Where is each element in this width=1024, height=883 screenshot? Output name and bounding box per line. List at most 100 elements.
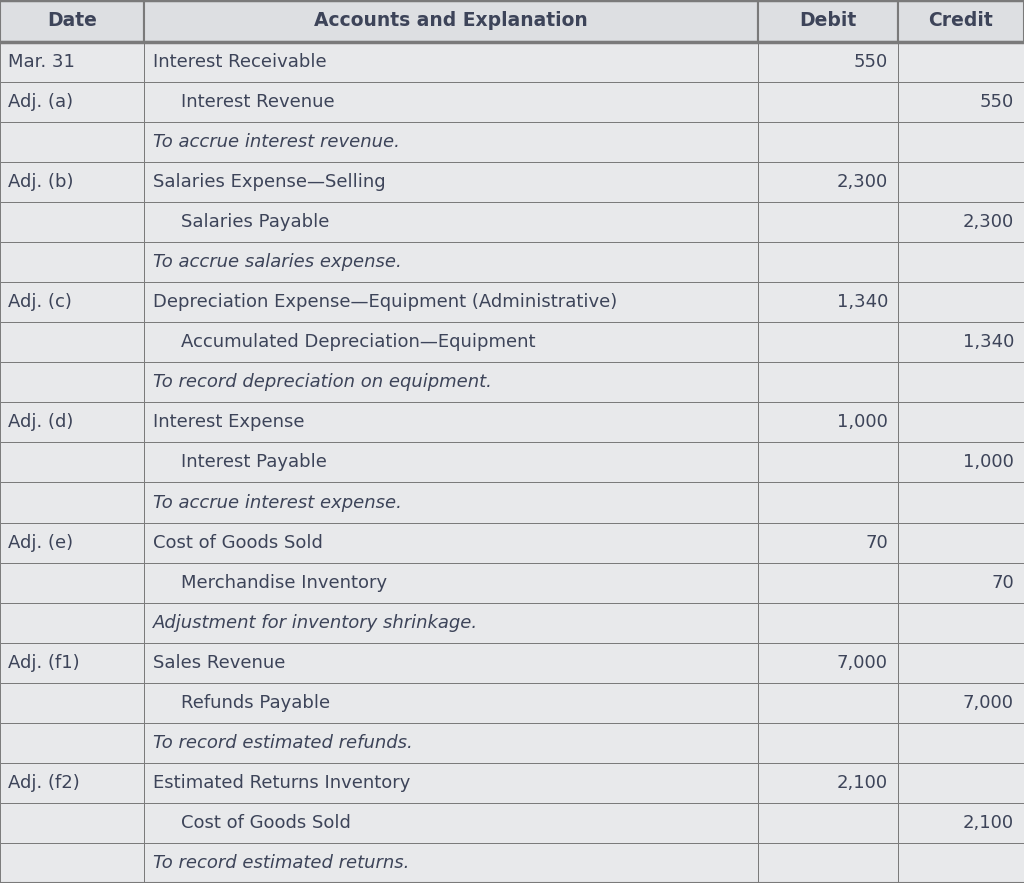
Text: Adj. (c): Adj. (c): [8, 293, 72, 312]
Bar: [0, 322, 144, 362]
Text: To accrue interest expense.: To accrue interest expense.: [154, 494, 402, 511]
Bar: [0, 82, 144, 122]
Bar: [898, 683, 1024, 723]
Text: Interest Revenue: Interest Revenue: [181, 93, 335, 111]
Bar: [0, 162, 144, 202]
Text: 1,000: 1,000: [964, 454, 1014, 472]
Bar: [758, 162, 898, 202]
Text: Salaries Expense—Selling: Salaries Expense—Selling: [154, 173, 386, 191]
Text: Adjustment for inventory shrinkage.: Adjustment for inventory shrinkage.: [154, 614, 478, 631]
Bar: [0, 122, 144, 162]
Text: Adj. (e): Adj. (e): [8, 533, 73, 552]
Bar: [0, 643, 144, 683]
Bar: [144, 683, 758, 723]
Bar: [758, 362, 898, 403]
Text: Cost of Goods Sold: Cost of Goods Sold: [154, 533, 323, 552]
Bar: [0, 362, 144, 403]
Bar: [758, 403, 898, 442]
Text: Mar. 31: Mar. 31: [8, 53, 75, 71]
Text: 1,340: 1,340: [963, 333, 1014, 351]
Text: To record estimated returns.: To record estimated returns.: [154, 854, 410, 872]
Bar: [758, 683, 898, 723]
Bar: [898, 442, 1024, 482]
Bar: [758, 562, 898, 602]
Bar: [144, 643, 758, 683]
Text: 550: 550: [980, 93, 1014, 111]
Bar: [144, 122, 758, 162]
Bar: [758, 0, 898, 42]
Text: Credit: Credit: [929, 11, 993, 31]
Text: 2,300: 2,300: [837, 173, 888, 191]
Text: Adj. (b): Adj. (b): [8, 173, 74, 191]
Bar: [898, 843, 1024, 883]
Text: 2,100: 2,100: [837, 774, 888, 792]
Bar: [0, 562, 144, 602]
Text: 1,340: 1,340: [837, 293, 888, 312]
Bar: [898, 763, 1024, 803]
Text: Interest Receivable: Interest Receivable: [154, 53, 327, 71]
Bar: [0, 242, 144, 283]
Text: Interest Expense: Interest Expense: [154, 413, 304, 432]
Bar: [758, 482, 898, 523]
Bar: [758, 42, 898, 82]
Text: Interest Payable: Interest Payable: [181, 454, 327, 472]
Bar: [758, 202, 898, 242]
Text: Salaries Payable: Salaries Payable: [181, 213, 329, 231]
Text: 70: 70: [991, 574, 1014, 592]
Bar: [898, 242, 1024, 283]
Bar: [758, 602, 898, 643]
Text: Sales Revenue: Sales Revenue: [154, 653, 286, 672]
Bar: [0, 763, 144, 803]
Bar: [144, 562, 758, 602]
Bar: [898, 322, 1024, 362]
Bar: [758, 82, 898, 122]
Text: 2,100: 2,100: [963, 814, 1014, 832]
Bar: [898, 803, 1024, 843]
Text: To record depreciation on equipment.: To record depreciation on equipment.: [154, 374, 492, 391]
Bar: [898, 162, 1024, 202]
Text: To accrue interest revenue.: To accrue interest revenue.: [154, 133, 400, 151]
Bar: [144, 202, 758, 242]
Bar: [758, 122, 898, 162]
Bar: [0, 803, 144, 843]
Bar: [898, 0, 1024, 42]
Bar: [0, 843, 144, 883]
Bar: [0, 683, 144, 723]
Text: Date: Date: [47, 11, 97, 31]
Bar: [898, 482, 1024, 523]
Bar: [144, 482, 758, 523]
Text: Adj. (a): Adj. (a): [8, 93, 73, 111]
Bar: [898, 602, 1024, 643]
Bar: [0, 202, 144, 242]
Bar: [144, 362, 758, 403]
Text: Accounts and Explanation: Accounts and Explanation: [314, 11, 588, 31]
Text: 7,000: 7,000: [837, 653, 888, 672]
Bar: [144, 242, 758, 283]
Bar: [898, 643, 1024, 683]
Text: Estimated Returns Inventory: Estimated Returns Inventory: [154, 774, 411, 792]
Text: 2,300: 2,300: [963, 213, 1014, 231]
Bar: [144, 803, 758, 843]
Bar: [758, 322, 898, 362]
Bar: [144, 763, 758, 803]
Text: To accrue salaries expense.: To accrue salaries expense.: [154, 253, 401, 271]
Bar: [144, 0, 758, 42]
Bar: [0, 283, 144, 322]
Text: To record estimated refunds.: To record estimated refunds.: [154, 734, 413, 751]
Bar: [144, 283, 758, 322]
Text: Cost of Goods Sold: Cost of Goods Sold: [181, 814, 350, 832]
Bar: [898, 723, 1024, 763]
Bar: [144, 602, 758, 643]
Bar: [0, 482, 144, 523]
Text: Adj. (f2): Adj. (f2): [8, 774, 80, 792]
Bar: [144, 843, 758, 883]
Text: Depreciation Expense—Equipment (Administrative): Depreciation Expense—Equipment (Administ…: [154, 293, 617, 312]
Text: 7,000: 7,000: [963, 694, 1014, 712]
Text: 1,000: 1,000: [837, 413, 888, 432]
Bar: [758, 283, 898, 322]
Bar: [898, 523, 1024, 562]
Bar: [144, 523, 758, 562]
Text: Debit: Debit: [800, 11, 857, 31]
Bar: [144, 42, 758, 82]
Bar: [758, 242, 898, 283]
